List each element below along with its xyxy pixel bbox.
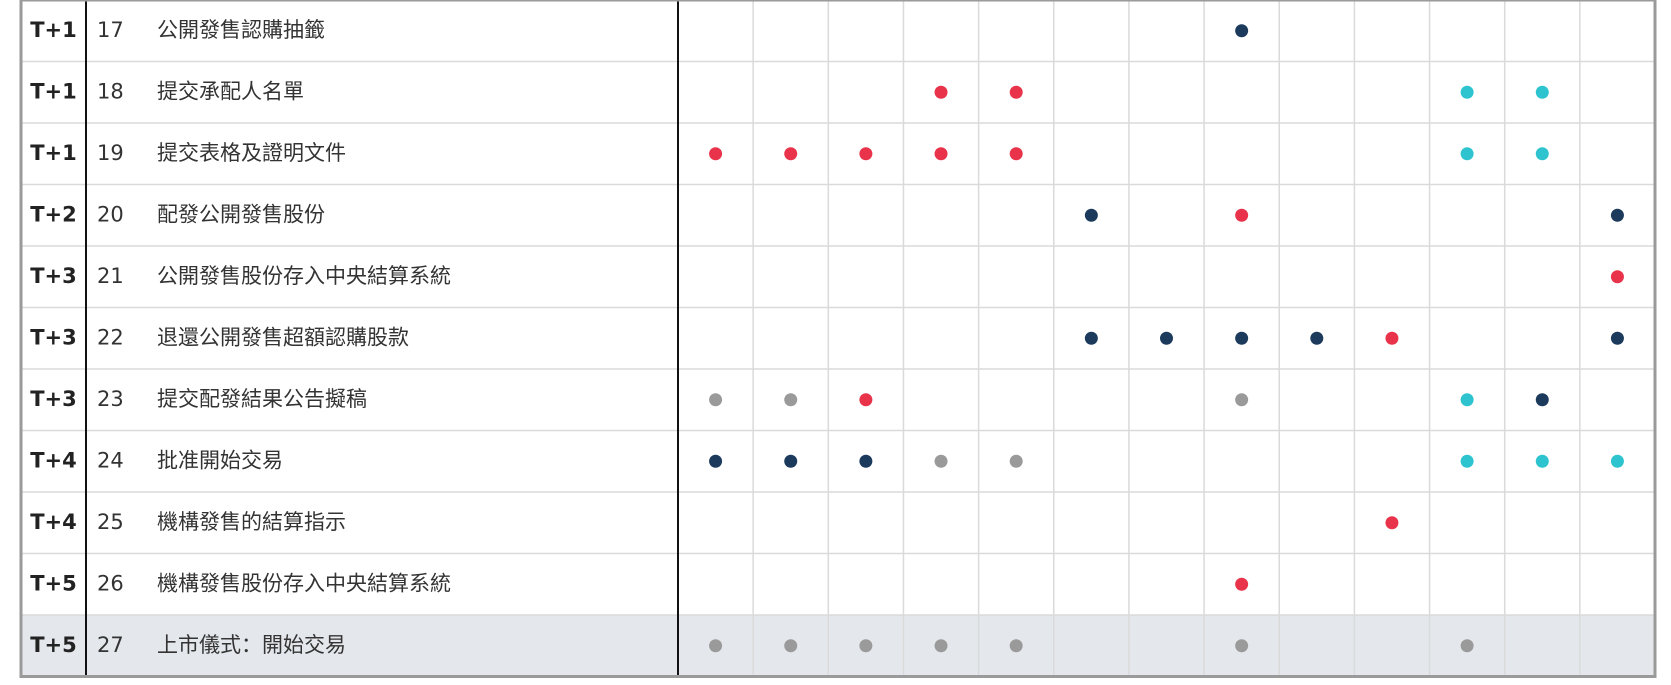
status-dot — [1460, 147, 1474, 161]
status-dot — [1009, 454, 1023, 468]
status-dot — [1610, 331, 1624, 345]
task-name: 退還公開發售超額認購股款 — [157, 325, 409, 349]
step-number: 20 — [97, 202, 124, 226]
status-dot — [784, 147, 798, 161]
status-dot — [1235, 639, 1249, 653]
day-label: T+2 — [30, 202, 77, 226]
day-label: T+4 — [30, 510, 77, 534]
step-number: 21 — [97, 264, 124, 288]
status-dot — [1235, 208, 1249, 222]
task-name: 提交承配人名單 — [157, 79, 304, 103]
step-number: 24 — [97, 448, 124, 472]
row-highlight — [21, 615, 1655, 677]
step-number: 19 — [97, 141, 124, 165]
status-dot — [1460, 85, 1474, 99]
task-name: 配發公開發售股份 — [157, 202, 325, 226]
day-label: T+1 — [30, 79, 77, 103]
status-dot — [784, 639, 798, 653]
status-dot — [1084, 331, 1098, 345]
status-dot — [1235, 24, 1249, 38]
status-dot — [1235, 331, 1249, 345]
status-dot — [784, 393, 798, 407]
status-dot — [1535, 147, 1549, 161]
day-label: T+4 — [30, 448, 77, 472]
status-dot — [934, 454, 948, 468]
status-dot — [1535, 393, 1549, 407]
status-dot — [1009, 639, 1023, 653]
status-dot — [1610, 270, 1624, 284]
status-dot — [859, 454, 873, 468]
day-label: T+5 — [30, 571, 77, 595]
status-dot — [1385, 516, 1399, 530]
status-dot — [709, 454, 723, 468]
step-number: 17 — [97, 18, 124, 42]
status-dot — [934, 85, 948, 99]
day-label: T+3 — [30, 264, 77, 288]
status-dot — [1235, 577, 1249, 591]
status-dot — [859, 639, 873, 653]
step-number: 26 — [97, 571, 124, 595]
table-border — [19, 0, 1657, 678]
status-dot — [1160, 331, 1173, 345]
status-dot — [1084, 208, 1098, 222]
day-label: T+5 — [30, 633, 77, 657]
task-name: 公開發售股份存入中央結算系統 — [157, 264, 451, 288]
status-dot — [1460, 639, 1474, 653]
status-dot — [1460, 454, 1474, 468]
step-number: 18 — [97, 79, 124, 103]
status-dot — [1610, 454, 1624, 468]
step-number: 25 — [97, 510, 124, 534]
status-dot — [784, 454, 798, 468]
status-dot — [1460, 393, 1474, 407]
status-dot — [859, 393, 873, 407]
day-label: T+1 — [30, 18, 77, 42]
status-dot — [1535, 85, 1549, 99]
day-label: T+3 — [30, 325, 77, 349]
task-name: 提交配發結果公告擬稿 — [157, 387, 367, 411]
step-number: 27 — [97, 633, 124, 657]
status-dot — [1610, 208, 1624, 222]
status-dot — [934, 639, 948, 653]
status-dot — [1310, 331, 1324, 345]
task-name: 公開發售認購抽籤 — [157, 18, 325, 42]
task-name: 機構發售股份存入中央結算系統 — [157, 571, 451, 595]
status-dot — [1535, 454, 1549, 468]
step-number: 22 — [97, 325, 124, 349]
day-label: T+1 — [30, 141, 77, 165]
task-name: 上市儀式：開始交易 — [157, 633, 346, 657]
task-name: 批准開始交易 — [157, 448, 283, 472]
status-dot — [709, 639, 723, 653]
status-dot — [859, 147, 873, 161]
status-dot — [1009, 85, 1023, 99]
day-label: T+3 — [30, 387, 77, 411]
status-dot — [934, 147, 948, 161]
step-number: 23 — [97, 387, 124, 411]
task-name: 機構發售的結算指示 — [157, 510, 346, 534]
status-dot — [1385, 331, 1399, 345]
task-name: 提交表格及證明文件 — [157, 141, 346, 165]
status-dot — [1009, 147, 1023, 161]
status-dot — [1235, 393, 1249, 407]
status-dot — [709, 393, 723, 407]
status-dot — [709, 147, 723, 161]
